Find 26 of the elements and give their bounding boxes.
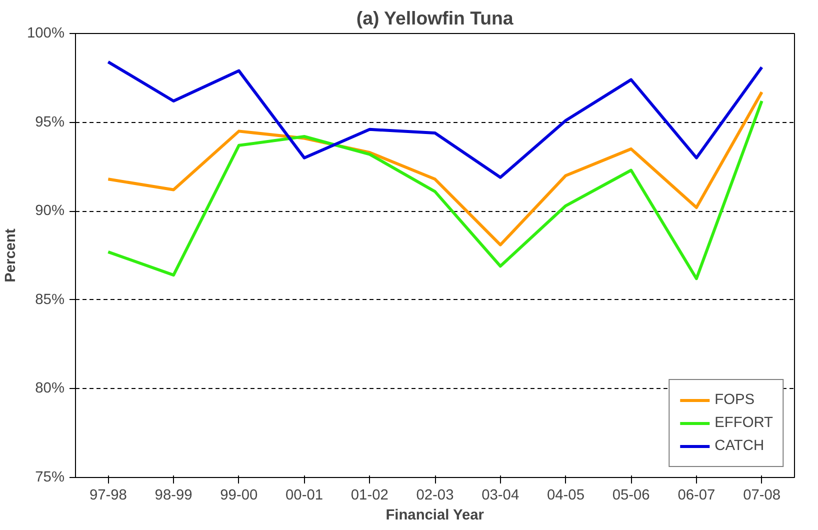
chart-title: (a) Yellowfin Tuna	[356, 8, 514, 28]
x-tick-label: 97-98	[89, 488, 127, 504]
y-axis-title: Percent	[3, 228, 20, 282]
x-tick-label: 06-07	[678, 488, 716, 504]
y-tick-label: 75%	[35, 470, 65, 486]
x-tick-label: 01-02	[350, 488, 388, 504]
legend-label: FOPS	[714, 392, 755, 408]
x-tick-label: 03-04	[482, 488, 520, 504]
x-axis-title: Financial Year	[386, 508, 484, 524]
y-tick-label: 90%	[35, 203, 65, 220]
x-tick-label: 00-01	[286, 488, 324, 504]
x-tick-label: 02-03	[416, 488, 454, 504]
y-tick-label: 85%	[35, 292, 65, 308]
y-tick-label: 100%	[27, 26, 65, 42]
x-tick-label: 04-05	[546, 488, 584, 504]
line-series	[106, 99, 764, 280]
x-tick-label: 99-00	[220, 488, 258, 504]
line-series	[106, 90, 764, 246]
line-series	[106, 60, 764, 179]
x-tick-label: 98-99	[154, 488, 192, 504]
legend-label: CATCH	[714, 438, 764, 454]
legend-label: EFFORT	[714, 415, 773, 431]
y-tick-label: 80%	[35, 380, 65, 397]
y-tick-label: 95%	[35, 114, 65, 130]
x-tick-label: 07-08	[743, 488, 781, 504]
x-tick-label: 05-06	[612, 488, 650, 504]
